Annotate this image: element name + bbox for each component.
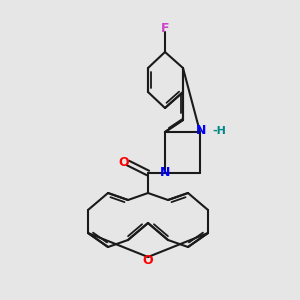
Text: N: N <box>160 167 170 179</box>
Text: O: O <box>119 157 129 169</box>
Text: -H: -H <box>212 126 226 136</box>
Text: O: O <box>143 254 153 268</box>
Text: N: N <box>196 124 206 137</box>
Text: F: F <box>161 22 169 34</box>
